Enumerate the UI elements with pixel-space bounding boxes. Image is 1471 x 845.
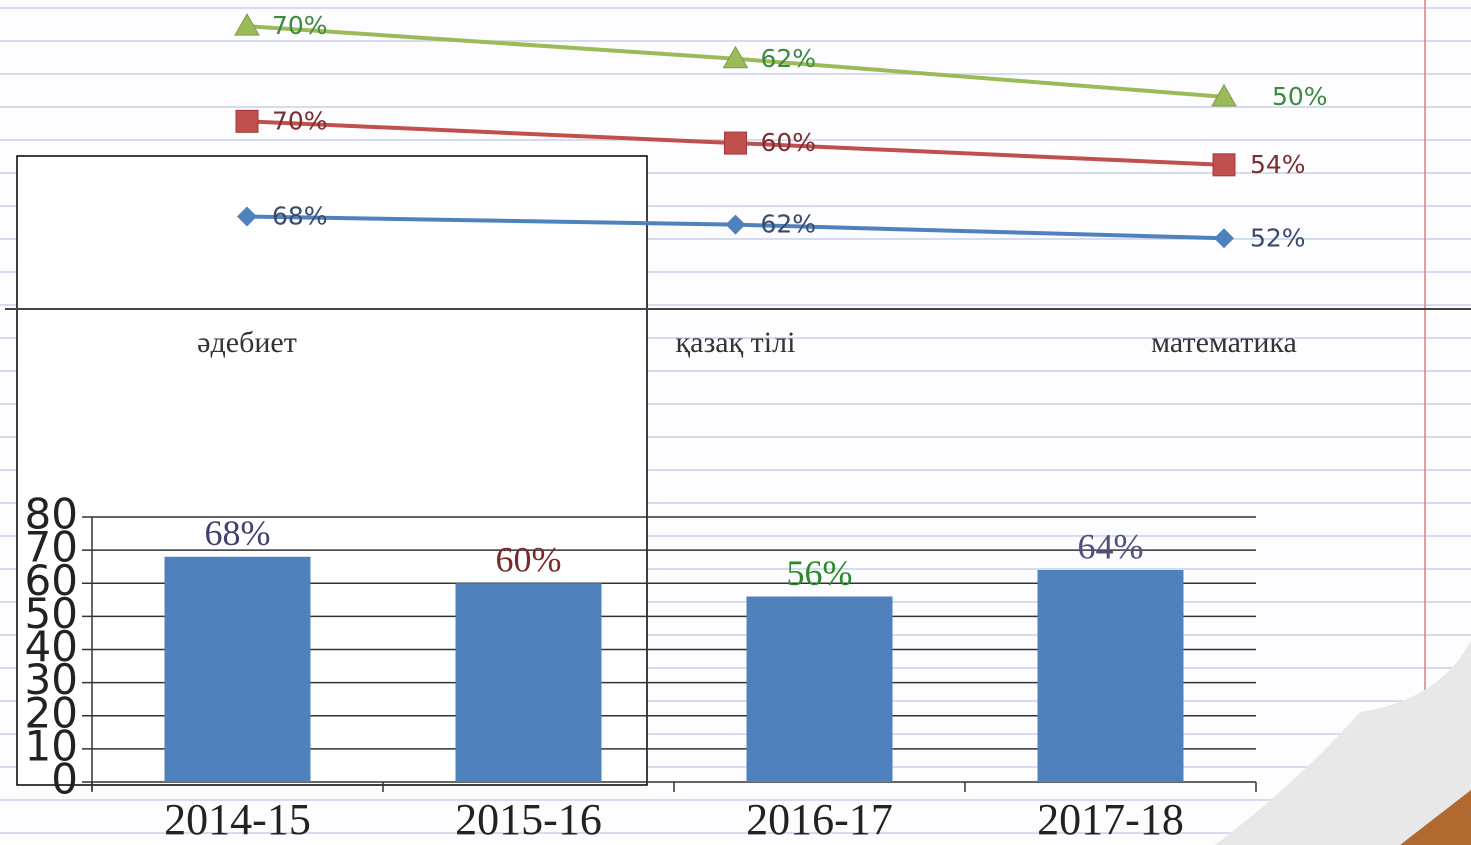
data-label: 60% bbox=[496, 540, 562, 580]
marker bbox=[1213, 154, 1235, 176]
data-label: 62% bbox=[761, 44, 817, 73]
bar bbox=[747, 597, 893, 783]
y-tick-label: 80 bbox=[25, 490, 78, 539]
page-curl bbox=[1215, 640, 1471, 845]
data-label: 50% bbox=[1272, 82, 1328, 111]
data-label: 70% bbox=[272, 106, 328, 135]
x-tick-label: 2014-15 bbox=[164, 795, 311, 844]
data-label: 56% bbox=[787, 553, 853, 593]
marker bbox=[725, 132, 747, 154]
data-label: 60% bbox=[761, 128, 817, 157]
x-tick-label: 2016-17 bbox=[746, 795, 893, 844]
marker bbox=[726, 215, 746, 235]
data-label: 70% bbox=[272, 11, 328, 40]
marker bbox=[235, 14, 259, 35]
x-tick-label: 2017-18 bbox=[1037, 795, 1184, 844]
data-label: 68% bbox=[272, 202, 328, 231]
marker bbox=[1214, 228, 1234, 248]
x-tick-label: математика bbox=[1151, 326, 1297, 359]
bar bbox=[456, 583, 602, 782]
data-label: 62% bbox=[761, 210, 817, 239]
slide: әдебиет қазақ тілі математика 68% 62% 52% 70% 6… bbox=[0, 0, 1471, 845]
x-tick-label: 2015-16 bbox=[455, 795, 602, 844]
data-label: 52% bbox=[1250, 223, 1306, 252]
x-tick-label: әдебиет bbox=[197, 326, 297, 359]
bar bbox=[165, 557, 311, 782]
x-tick-label: қазақ тілі bbox=[676, 326, 796, 359]
data-label: 54% bbox=[1250, 150, 1306, 179]
page: әдебиет қазақ тілі математика 68% 62% 52% 70% 6… bbox=[0, 0, 1471, 845]
data-label: 64% bbox=[1078, 526, 1144, 566]
marker bbox=[236, 110, 258, 132]
bar bbox=[1038, 570, 1184, 782]
data-label: 68% bbox=[205, 513, 271, 553]
